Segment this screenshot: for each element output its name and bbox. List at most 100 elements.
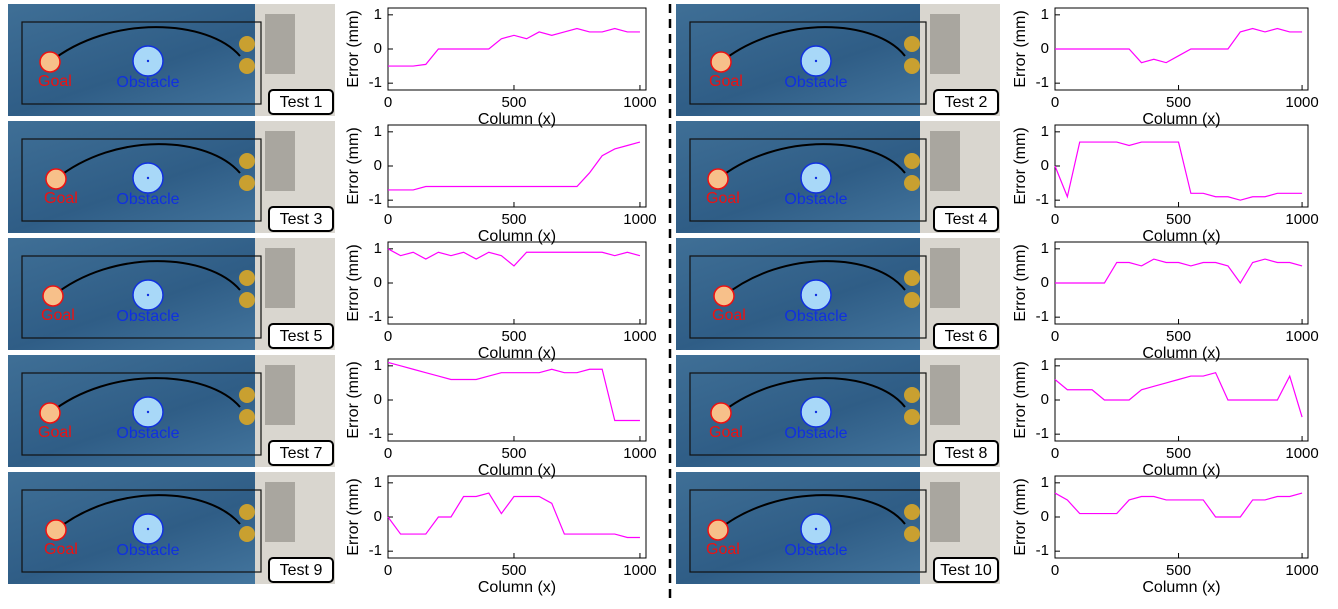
- y-tick-label: 0: [374, 157, 382, 174]
- x-axis-label: Column (x): [478, 228, 556, 245]
- y-tick-label: 1: [374, 240, 382, 257]
- obstacle-label: Obstacle: [784, 308, 847, 325]
- workspace: [689, 372, 927, 456]
- obstacle-label: Obstacle: [116, 191, 179, 208]
- goal-marker: [707, 519, 729, 541]
- x-tick-label: 500: [501, 94, 526, 111]
- test-label: Test 3: [280, 211, 323, 228]
- y-axis-label: Error (mm): [1012, 127, 1029, 204]
- robot-part: [265, 14, 295, 74]
- y-tick-label: 1: [1041, 123, 1049, 140]
- y-tick-label: -1: [369, 74, 382, 91]
- gear: [904, 175, 920, 191]
- y-axis-label: Error (mm): [1012, 244, 1029, 321]
- x-tick-label: 1000: [1285, 94, 1318, 111]
- goal-marker: [45, 519, 67, 541]
- obstacle-label: Obstacle: [784, 542, 847, 559]
- error-line: [388, 141, 641, 191]
- obstacle-label: Obstacle: [784, 425, 847, 442]
- error-line: [388, 27, 640, 67]
- robot-part: [265, 482, 295, 542]
- gear: [239, 526, 255, 542]
- x-axis-label: Column (x): [1142, 111, 1220, 128]
- obstacle-center: [146, 410, 150, 414]
- x-tick-label: 0: [1051, 211, 1059, 228]
- trajectory: [717, 143, 906, 180]
- workspace: [21, 21, 262, 105]
- gear: [904, 36, 920, 52]
- error-line: [387, 361, 640, 422]
- obstacle-center: [146, 59, 150, 63]
- workspace: [689, 255, 927, 339]
- x-tick-label: 0: [384, 445, 392, 462]
- plot-frame: [387, 241, 647, 325]
- test-label: Test 4: [945, 211, 988, 228]
- gear: [904, 58, 920, 74]
- y-tick-label: 1: [1041, 474, 1049, 491]
- error-line: [1055, 27, 1303, 64]
- goal-marker: [39, 51, 61, 73]
- y-tick-label: -1: [369, 308, 382, 325]
- y-tick-label: -1: [1036, 425, 1049, 442]
- error-line: [1054, 141, 1303, 201]
- y-tick-label: -1: [369, 191, 382, 208]
- y-axis-label: Error (mm): [1012, 478, 1029, 555]
- test-label: Test 2: [945, 94, 988, 111]
- x-tick-label: 500: [1166, 562, 1191, 579]
- x-axis-label: Column (x): [1142, 345, 1220, 362]
- test-label-box: [268, 440, 334, 466]
- x-axis-label: Column (x): [478, 579, 556, 596]
- plot-frame: [387, 358, 647, 442]
- gear: [239, 153, 255, 169]
- goal-marker: [713, 285, 735, 307]
- workspace: [21, 372, 262, 456]
- robot-part: [265, 365, 295, 425]
- obstacle-center: [814, 527, 818, 531]
- x-tick-label: 500: [501, 445, 526, 462]
- plot-frame: [1054, 124, 1309, 208]
- y-tick-label: 0: [1041, 274, 1049, 291]
- x-tick-label: 500: [1166, 328, 1191, 345]
- workspace: [21, 138, 262, 222]
- x-tick-label: 0: [1051, 328, 1059, 345]
- x-tick-label: 500: [501, 562, 526, 579]
- goal-marker: [42, 285, 64, 307]
- goal-label: Goal: [712, 307, 746, 324]
- obstacle-center: [814, 293, 818, 297]
- y-tick-label: 0: [374, 274, 382, 291]
- x-tick-label: 500: [1166, 445, 1191, 462]
- x-axis-label: Column (x): [1142, 228, 1220, 245]
- gear: [239, 36, 255, 52]
- test-label: Test 7: [280, 445, 323, 462]
- obstacle-center: [146, 176, 150, 180]
- obstacle-center: [814, 410, 818, 414]
- obstacle-label: Obstacle: [784, 74, 847, 91]
- y-tick-label: 1: [374, 357, 382, 374]
- error-line: [387, 492, 640, 539]
- workspace: [689, 489, 927, 573]
- obstacle-center: [146, 527, 150, 531]
- test-label: Test 9: [280, 562, 323, 579]
- robot-part: [930, 482, 960, 542]
- x-tick-label: 0: [384, 94, 392, 111]
- y-axis-label: Error (mm): [1012, 10, 1029, 87]
- test-label-box: [933, 440, 999, 466]
- obstacle-center: [814, 59, 818, 63]
- plot-frame: [1054, 475, 1309, 559]
- x-tick-label: 1000: [623, 328, 656, 345]
- robot-part: [265, 131, 295, 191]
- y-axis-label: Error (mm): [345, 10, 362, 87]
- error-line: [387, 248, 641, 267]
- plot-frame: [387, 7, 647, 91]
- x-tick-label: 500: [1166, 211, 1191, 228]
- x-axis-label: Column (x): [1142, 462, 1220, 479]
- gear: [239, 504, 255, 520]
- y-axis-label: Error (mm): [345, 244, 362, 321]
- goal-label: Goal: [38, 73, 72, 90]
- goal-marker: [45, 168, 67, 190]
- y-tick-label: -1: [1036, 542, 1049, 559]
- goal-label: Goal: [44, 541, 78, 558]
- workspace: [689, 21, 927, 105]
- robot-part: [265, 248, 295, 308]
- error-line: [1055, 258, 1303, 285]
